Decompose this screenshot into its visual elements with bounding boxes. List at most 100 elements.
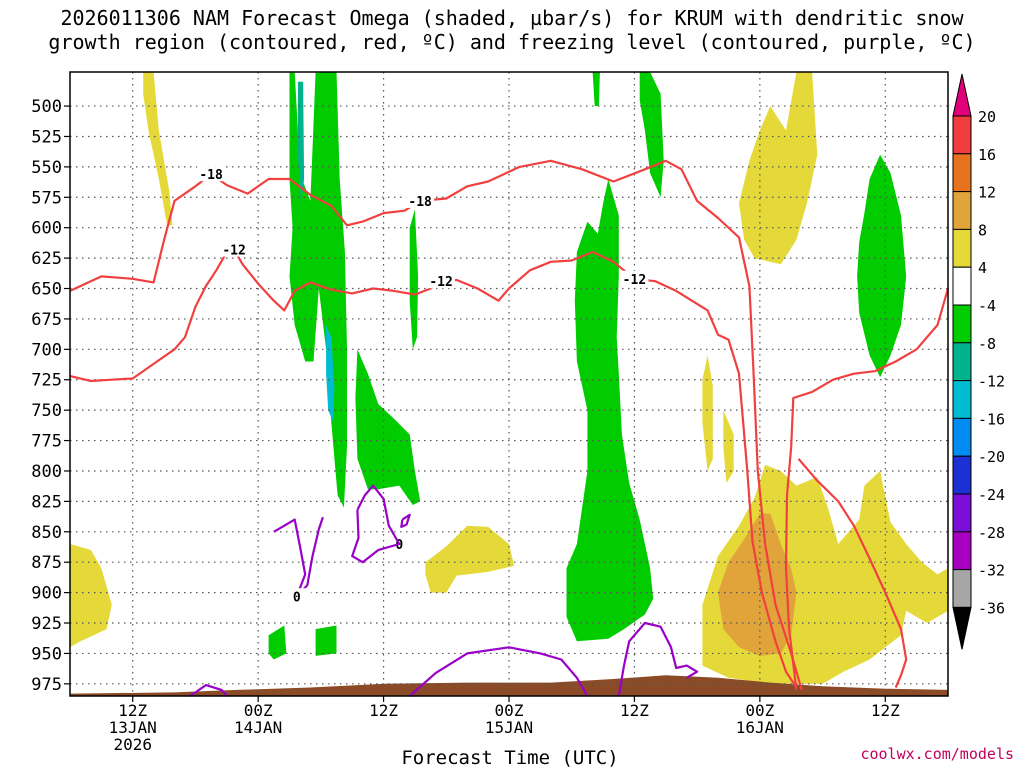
y-tick-label: 625 [31,249,62,269]
contour-line-5 [351,484,401,564]
credit-text: coolwx.com/models [860,745,1014,763]
x-tick-label: 00Z [244,701,273,720]
contour-label-bg [197,166,226,182]
colorbar-bottom-arrow [952,606,972,650]
y-tick-label: 700 [31,340,62,360]
x-tick-label: 15JAN [485,718,533,737]
colorbar-label: 4 [978,259,987,277]
contour-line-1 [69,248,798,689]
colorbar-bin-5 [952,304,972,344]
colorbar-label: -36 [978,599,1005,617]
x-tick-label: 12Z [118,701,147,720]
omega-shading-layer [70,72,948,684]
contour-line-7 [189,683,228,697]
colorbar-label: -12 [978,373,1005,391]
contour-layer: -18 -18 -12 -12 -12 0 0 [69,159,950,697]
chart-title-line1: 2026011306 NAM Forecast Omega (shaded, µ… [60,6,964,30]
y-tick-label: 875 [31,553,62,573]
grid-layer [70,72,948,696]
contour-label: -12 [222,244,245,259]
y-tick-label: 525 [31,127,62,147]
colorbar-bin-7 [952,380,972,419]
contour-label-bg [620,270,649,286]
omega-region-5 [723,410,734,484]
colorbar-bin-3 [952,228,972,268]
y-tick-label: 975 [31,675,62,695]
colorbar-label: -28 [978,524,1005,542]
colorbar-label: -4 [978,297,996,315]
y-tick-label: 600 [31,219,62,239]
omega-region-11 [268,625,287,660]
colorbar-label: -16 [978,410,1005,428]
colorbar-label: 16 [978,146,996,164]
contour-line-3 [797,458,908,688]
colorbar-bin-12 [952,569,972,608]
y-axis: 500 525 550 575 600 625 650 675 700 725 750 775 800 8… [31,97,70,695]
y-tick-label: 925 [31,614,62,634]
colorbar-bin-9 [952,455,972,495]
colorbar-label: -32 [978,562,1005,580]
colorbar-label: 8 [978,221,987,239]
colorbar-bin-2 [952,191,972,230]
y-tick-label: 775 [31,432,62,452]
omega-region-3 [739,72,818,265]
contour-label: 0 [293,590,301,605]
x-tick-label: 12Z [871,701,900,720]
colorbar-bin-4 [952,266,972,306]
y-tick-label: 575 [31,188,62,208]
y-tick-label: 650 [31,280,62,300]
x-tick-label: 00Z [495,701,524,720]
contour-label-bg [406,192,435,208]
contour-label: -12 [429,275,452,290]
colorbar-bin-10 [952,493,972,533]
colorbar-label: 20 [978,108,996,126]
x-tick-label: 13JAN [109,718,157,737]
omega-region-1 [70,544,112,648]
contour-line-0 [69,159,803,691]
omega-region-14 [592,72,600,107]
contour-line-2 [784,288,950,691]
y-tick-label: 500 [31,97,62,117]
contour-line-8 [408,646,589,697]
colorbar: 20 16 12 8 4 -4 -8 -12 -16 -20 -24 -28 -32 -36 [952,73,1005,650]
x-tick-label: 2026 [113,735,152,754]
x-tick-label: 12Z [620,701,649,720]
colorbar-bin-1 [952,153,972,193]
y-tick-label: 800 [31,462,62,482]
contour-label-bg [220,241,249,257]
contour-label: -12 [623,273,646,288]
colorbar-bin-0 [952,115,972,155]
terrain-layer [70,675,948,696]
omega-region-16 [857,154,907,378]
x-tick-label: 00Z [745,701,774,720]
colorbar-label: -8 [978,335,996,353]
colorbar-top-arrow [952,73,972,117]
x-tick-label: 14JAN [234,718,282,737]
colorbar-bin-6 [952,342,972,382]
colorbar-bin-11 [952,531,972,571]
colorbar-label: -24 [978,486,1005,504]
y-tick-label: 850 [31,523,62,543]
contour-line-6 [400,513,411,529]
contour-label-bg [427,273,456,289]
y-tick-label: 900 [31,584,62,604]
x-tick-label: 16JAN [736,718,784,737]
omega-region-9 [355,349,421,505]
contour-label: -18 [408,195,432,210]
x-axis-label: Forecast Time (UTC) [401,747,618,768]
omega-region-0 [143,72,173,226]
x-tick-label: 12Z [369,701,398,720]
y-tick-label: 725 [31,371,62,391]
contour-label: 0 [395,538,403,553]
omega-region-7 [718,513,797,656]
contour-line-4 [273,516,324,598]
contour-label: -18 [199,168,223,183]
y-tick-label: 675 [31,310,62,330]
omega-region-2 [425,525,515,593]
omega-region-12 [315,625,337,656]
colorbar-bin-8 [952,417,972,457]
y-tick-label: 825 [31,492,62,512]
omega-region-15 [639,72,664,198]
y-tick-label: 950 [31,644,62,664]
